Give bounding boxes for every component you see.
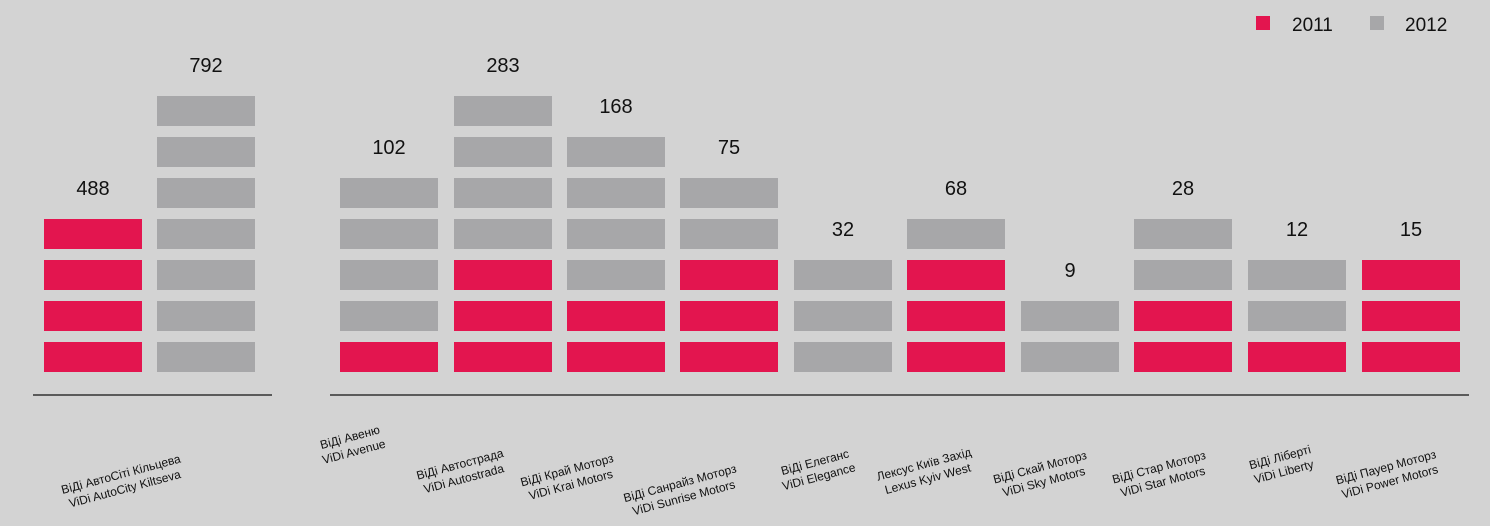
bar-2012-autocity-block-7 [157, 96, 255, 126]
legend: 2011 2012 [1256, 15, 1447, 36]
bar-2012-cat2-block-5 [454, 178, 552, 208]
bar-2011-cat2-block-3 [454, 260, 552, 290]
legend-label-2011: 2011 [1292, 15, 1333, 36]
bar-2012-cat6-block-4 [907, 219, 1005, 249]
bar-2012-autocity-block-6 [157, 137, 255, 167]
bar-2011-cat4-block-1 [680, 342, 778, 372]
bar-2012-cat5-block-3 [794, 260, 892, 290]
bar-2011-autocity-block-4 [44, 219, 142, 249]
bar-2012-autocity-block-3 [157, 260, 255, 290]
value-label: 15 [1400, 219, 1422, 241]
bar-2012-cat7-block-2 [1021, 301, 1119, 331]
legend-swatch-2011 [1256, 16, 1270, 30]
value-labels-group: 488 792 102 283 168 75 32 68 9 28 12 15 [76, 55, 1422, 282]
bar-2012-cat9-block-3 [1248, 260, 1346, 290]
value-label: 102 [372, 137, 405, 159]
bar-2012-cat3-block-4 [567, 219, 665, 249]
bar-2012-cat4-block-4 [680, 219, 778, 249]
bar-2012-cat1-block-5 [340, 178, 438, 208]
bar-2012-cat4-block-5 [680, 178, 778, 208]
bar-2012-cat5-block-1 [794, 342, 892, 372]
value-label: 12 [1286, 219, 1308, 241]
value-label: 68 [945, 178, 967, 200]
value-label: 75 [718, 137, 740, 159]
bar-2012-cat3-block-3 [567, 260, 665, 290]
value-label: 32 [832, 219, 854, 241]
bar-2011-cat10-block-3 [1362, 260, 1460, 290]
bar-2011-cat9-block-1 [1248, 342, 1346, 372]
bar-2012-cat1-block-4 [340, 219, 438, 249]
bar-2012-cat3-block-5 [567, 178, 665, 208]
value-label: 792 [189, 55, 222, 77]
bar-2011-cat3-block-1 [567, 342, 665, 372]
bar-2011-autocity-block-1 [44, 342, 142, 372]
value-label: 28 [1172, 178, 1194, 200]
value-label: 283 [486, 55, 519, 77]
bar-2012-autocity-block-2 [157, 301, 255, 331]
bar-2011-cat6-block-1 [907, 342, 1005, 372]
bar-2012-cat2-block-4 [454, 219, 552, 249]
bar-2012-cat2-block-6 [454, 137, 552, 167]
bar-2012-cat1-block-2 [340, 301, 438, 331]
bar-2012-cat5-block-2 [794, 301, 892, 331]
bar-2011-cat3-block-2 [567, 301, 665, 331]
bar-2012-cat1-block-3 [340, 260, 438, 290]
bar-2011-cat4-block-2 [680, 301, 778, 331]
bar-2012-cat8-block-3 [1134, 260, 1232, 290]
bar-2012-cat7-block-1 [1021, 342, 1119, 372]
bar-2012-cat2-block-7 [454, 96, 552, 126]
bar-2012-cat9-block-2 [1248, 301, 1346, 331]
bar-2012-autocity-block-5 [157, 178, 255, 208]
bar-2012-cat3-block-6 [567, 137, 665, 167]
bar-2011-autocity-block-3 [44, 260, 142, 290]
bar-2012-cat8-block-4 [1134, 219, 1232, 249]
bar-2011-cat10-block-2 [1362, 301, 1460, 331]
bar-2011-cat2-block-1 [454, 342, 552, 372]
bar-2011-cat6-block-2 [907, 301, 1005, 331]
bar-2012-autocity-block-4 [157, 219, 255, 249]
value-label: 168 [599, 96, 632, 118]
value-label: 9 [1064, 260, 1075, 282]
bar-2011-cat8-block-1 [1134, 342, 1232, 372]
bars-group [44, 96, 1460, 372]
bar-2011-autocity-block-2 [44, 301, 142, 331]
bar-2011-cat2-block-2 [454, 301, 552, 331]
legend-label-2012: 2012 [1405, 15, 1447, 36]
bar-2011-cat6-block-3 [907, 260, 1005, 290]
value-label: 488 [76, 178, 109, 200]
legend-swatch-2012 [1370, 16, 1384, 30]
bar-2011-cat1-block-1 [340, 342, 438, 372]
bar-2011-cat10-block-1 [1362, 342, 1460, 372]
bar-2011-cat8-block-2 [1134, 301, 1232, 331]
bar-2012-autocity-block-1 [157, 342, 255, 372]
bar-2011-cat4-block-3 [680, 260, 778, 290]
